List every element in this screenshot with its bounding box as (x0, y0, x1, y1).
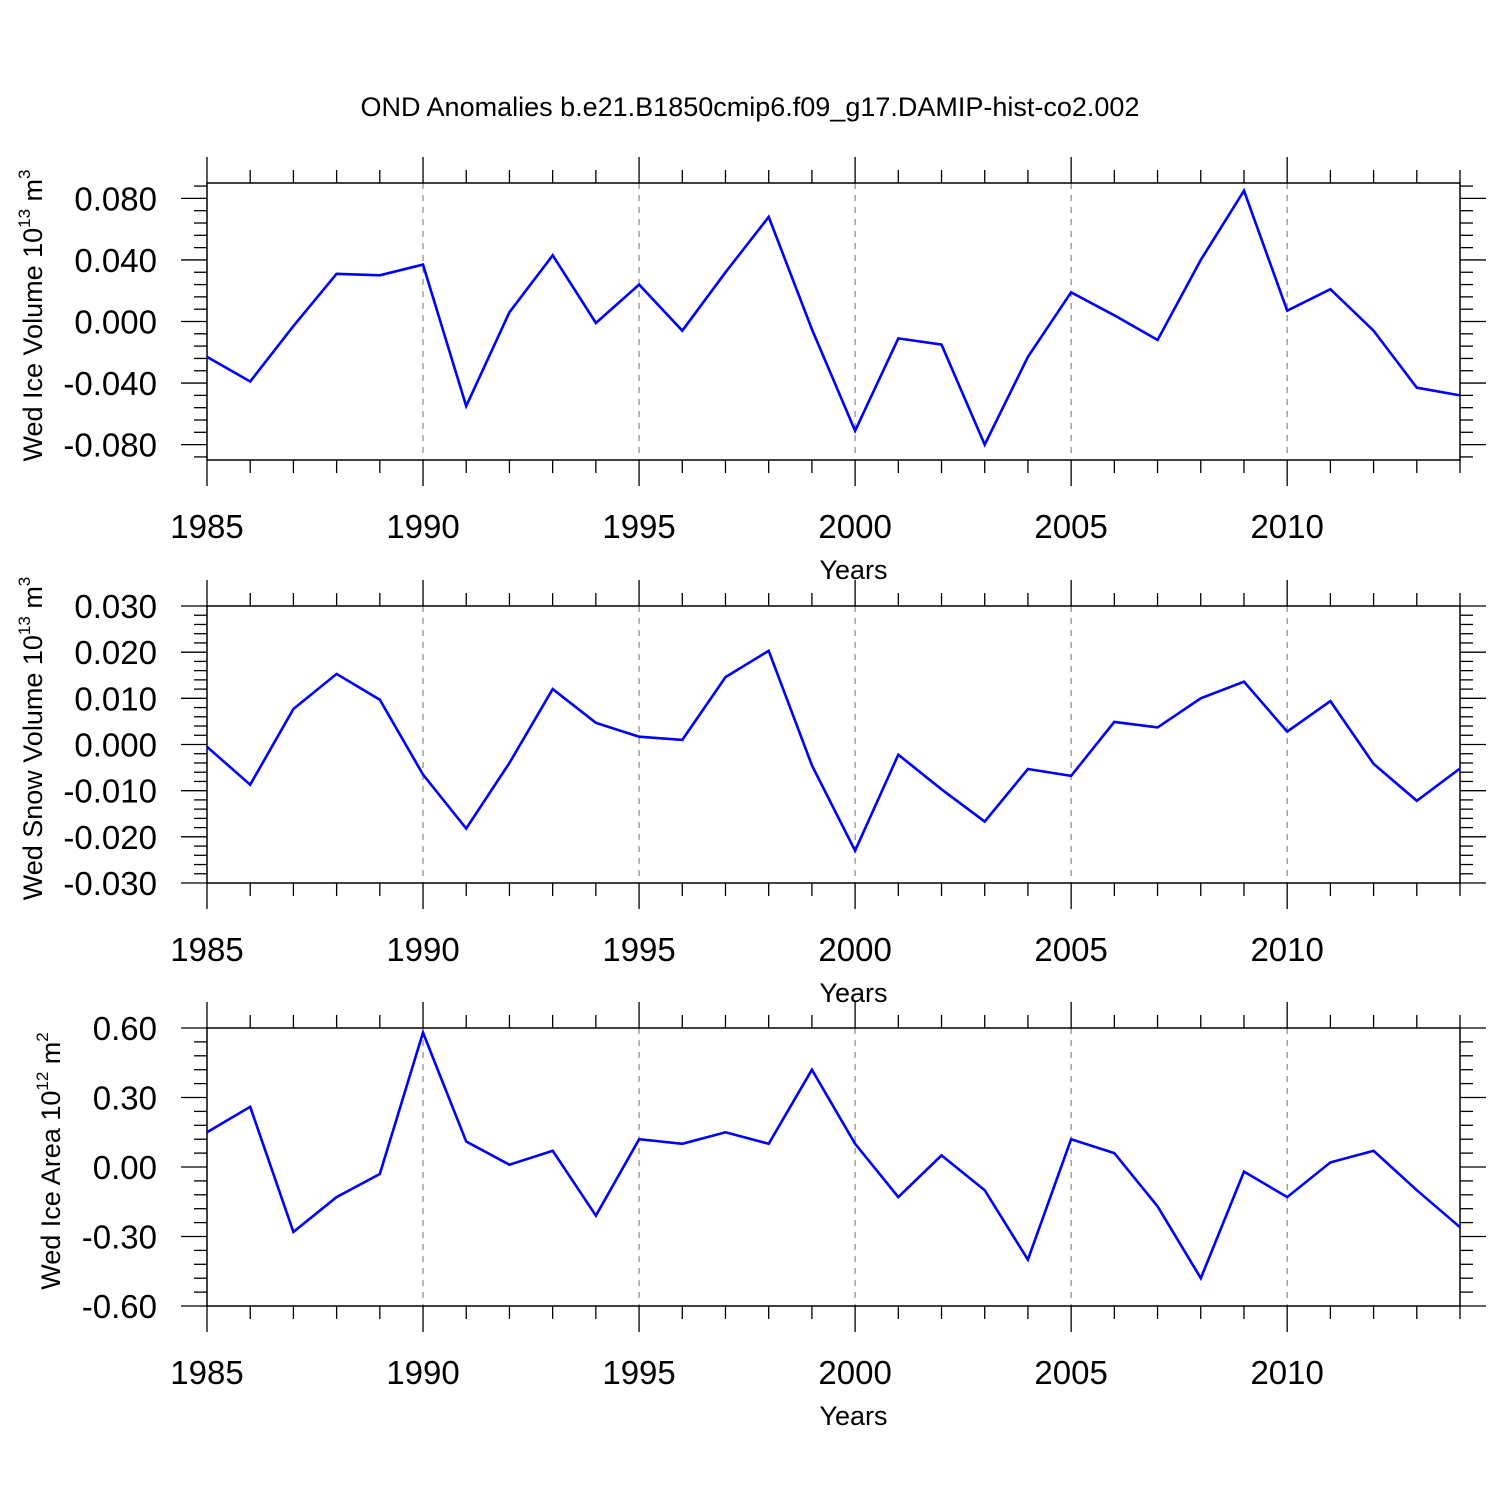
y-axis-label: Wed Ice Volume 1013 m3 (15, 169, 48, 461)
plot-frame (206, 1027, 1461, 1307)
x-tick-label: 2005 (1034, 931, 1107, 968)
x-tick-label: 2000 (818, 931, 891, 968)
chart-panel-2: 1985 1990 1995 2000 2005 2010 Years -0.030 -0.02… (15, 577, 1486, 1008)
y-tick-label: -0.020 (63, 819, 157, 856)
y-tick-label: -0.040 (63, 365, 157, 402)
y-tick-label: 0.000 (74, 304, 157, 341)
series-line (206, 187, 1461, 448)
plot-frame (206, 182, 1461, 461)
y-axis-label-exponent: 13 (15, 616, 34, 635)
x-tick-label: 1995 (602, 1354, 675, 1391)
y-axis-label: Wed Snow Volume 1013 m3 (15, 577, 48, 901)
x-tick-label: 2010 (1250, 508, 1323, 545)
y-tick-label: 0.020 (74, 634, 157, 671)
x-tick-label: 1990 (386, 508, 459, 545)
x-tick-label: 1995 (602, 931, 675, 968)
x-tick-label: 2000 (818, 508, 891, 545)
x-tick-label: 1990 (386, 931, 459, 968)
y-tick-label: -0.010 (63, 773, 157, 810)
y-axis-label-exponent: 12 (33, 1072, 52, 1091)
y-tick-label: -0.080 (63, 427, 157, 464)
x-tick-label: 2010 (1250, 931, 1323, 968)
series-line (206, 648, 1461, 854)
y-axis-label-text: Wed Ice Area 10 (36, 1091, 66, 1290)
figure-title: OND Anomalies b.e21.B1850cmip6.f09_g17.D… (360, 92, 1140, 122)
x-tick-label: 1985 (170, 931, 243, 968)
y-axis-label-unit-exponent: 2 (33, 1032, 52, 1041)
x-axis-label: Years (819, 555, 887, 585)
y-axis-label-exponent: 13 (15, 209, 34, 228)
plot-frame (206, 605, 1461, 884)
x-axis-label: Years (819, 978, 887, 1008)
y-axis-label: Wed Ice Area 1012 m2 (33, 1032, 66, 1290)
y-axis-label-unit: m (18, 179, 48, 209)
y-tick-label: 0.010 (74, 680, 157, 717)
y-tick-label: -0.030 (63, 865, 157, 902)
y-tick-label: 0.040 (74, 242, 157, 279)
series-line (206, 1028, 1461, 1282)
y-axis-label-unit: m (18, 586, 48, 616)
y-tick-label: -0.60 (82, 1288, 157, 1325)
y-axis-label-text: Wed Snow Volume 10 (18, 635, 48, 900)
y-tick-label: 0.030 (74, 588, 157, 625)
y-tick-label: 0.000 (74, 727, 157, 764)
y-tick-label: 0.30 (93, 1080, 157, 1117)
y-axis-label-unit-exponent: 3 (15, 577, 34, 586)
y-axis-label-text: Wed Ice Volume 10 (18, 228, 48, 462)
x-axis-label: Years (819, 1401, 887, 1431)
chart-panel-3: 1985 1990 1995 2000 2005 2010 Years -0.60 -0.30 0… (33, 1002, 1486, 1431)
y-axis-label-unit: m (36, 1042, 66, 1072)
x-tick-label: 2010 (1250, 1354, 1323, 1391)
x-tick-label: 2000 (818, 1354, 891, 1391)
x-tick-label: 2005 (1034, 508, 1107, 545)
x-tick-label: 1985 (170, 508, 243, 545)
chart-panel-1: 1985 1990 1995 2000 2005 2010 Years -0.080 -0.04… (15, 157, 1486, 585)
y-tick-label: 0.080 (74, 180, 157, 217)
y-tick-label: 0.00 (93, 1149, 157, 1186)
x-tick-label: 2005 (1034, 1354, 1107, 1391)
y-axis-label-unit-exponent: 3 (15, 169, 34, 178)
x-tick-label: 1995 (602, 508, 675, 545)
y-tick-label: 0.60 (93, 1010, 157, 1047)
x-tick-label: 1990 (386, 1354, 459, 1391)
y-tick-label: -0.30 (82, 1219, 157, 1256)
x-tick-label: 1985 (170, 1354, 243, 1391)
